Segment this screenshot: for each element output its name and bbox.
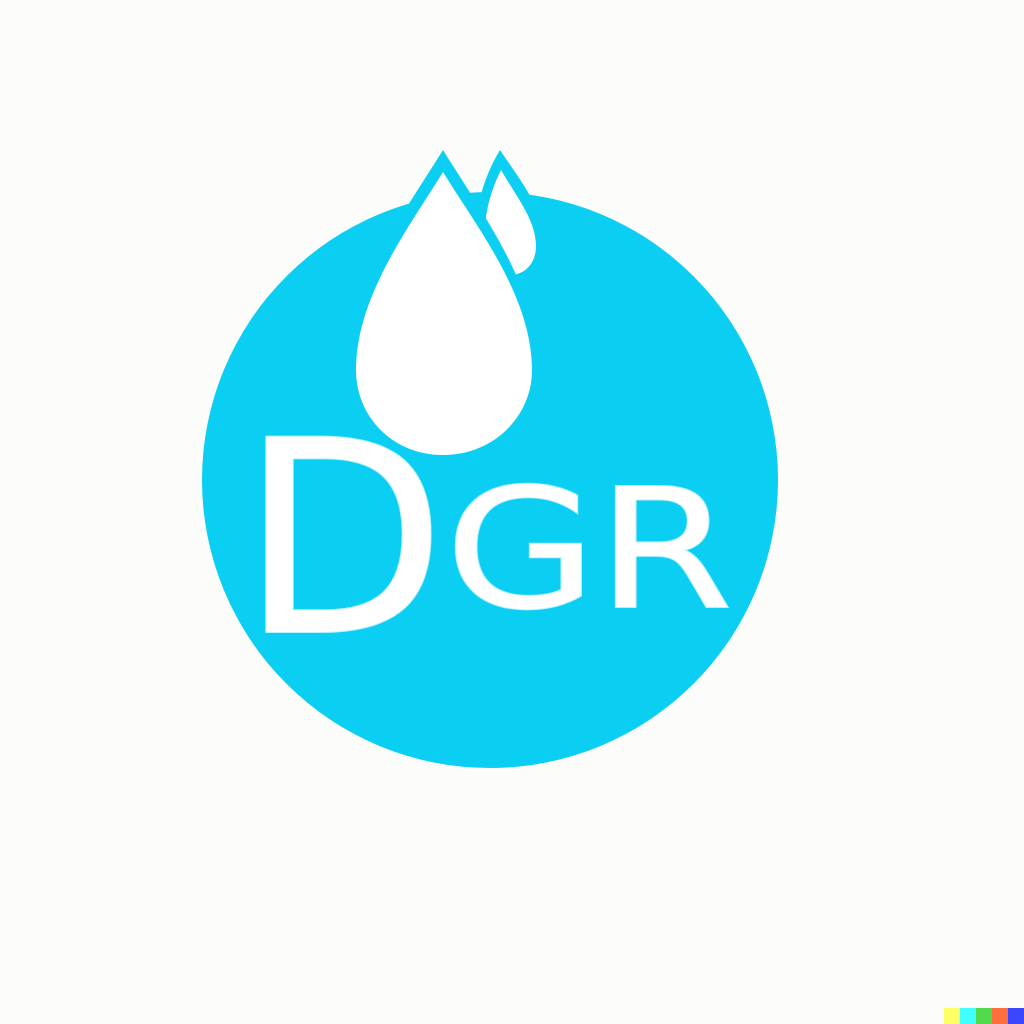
watermark-swatch xyxy=(1008,1008,1024,1024)
watermark-swatch xyxy=(960,1008,976,1024)
watermark-swatch xyxy=(944,1008,960,1024)
watermark-swatch xyxy=(992,1008,1008,1024)
large-drop-icon xyxy=(356,172,532,455)
color-watermark xyxy=(944,1008,1024,1024)
logo-letter-d: D xyxy=(240,384,446,696)
logo-circle xyxy=(202,192,778,768)
logo-letters-gr: GR xyxy=(445,454,733,647)
watermark-swatch xyxy=(976,1008,992,1024)
